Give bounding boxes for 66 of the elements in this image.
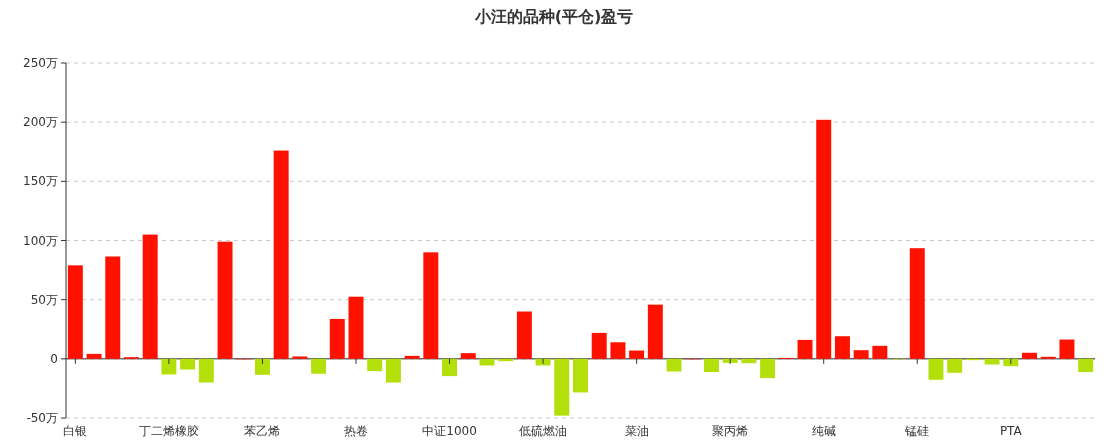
bar: [292, 356, 308, 359]
x-tick-label: 锰硅: [904, 424, 930, 438]
bar: [591, 332, 607, 359]
bar: [142, 234, 158, 359]
x-tick-label: 纯碱: [811, 424, 836, 438]
bar: [254, 358, 270, 375]
bar: [573, 358, 588, 393]
x-tick-label: PTA: [999, 424, 1023, 438]
bar: [385, 358, 401, 383]
bar: [348, 296, 364, 359]
bar: [1022, 352, 1037, 359]
bar: [703, 358, 719, 373]
bar: [853, 350, 869, 359]
bar: [367, 358, 383, 372]
bar: [610, 342, 626, 359]
y-tick-label: 250万: [23, 56, 58, 70]
x-tick-label: 低硫燃油: [519, 424, 568, 438]
bar: [647, 304, 663, 359]
bar: [947, 358, 963, 373]
x-tick-label: 菜油: [624, 424, 649, 438]
bar: [872, 345, 888, 359]
bar: [442, 358, 458, 377]
bar: [722, 358, 738, 363]
bar: [329, 318, 345, 359]
bar: [554, 358, 570, 416]
bar: [816, 119, 832, 359]
bar: [984, 358, 1000, 365]
bar: [105, 256, 121, 359]
y-tick-label: 50万: [30, 292, 58, 307]
y-tick-label: -50万: [26, 411, 58, 425]
bar: [423, 252, 439, 359]
bar: [928, 358, 944, 380]
y-tick-label: 150万: [23, 174, 58, 189]
bar: [180, 358, 196, 370]
x-tick-label: 热卷: [343, 424, 368, 438]
bar: [273, 150, 289, 359]
y-tick-label: 100万: [23, 233, 58, 248]
bar: [1078, 358, 1094, 373]
bar: [834, 336, 850, 359]
bar: [161, 358, 177, 375]
bar: [86, 353, 102, 359]
bar: [479, 358, 495, 366]
bar: [1059, 339, 1075, 359]
bar: [1003, 358, 1019, 367]
x-tick-label: 白银: [63, 424, 88, 438]
bar: [404, 355, 420, 359]
x-tick-label: 丁二烯橡胶: [138, 424, 199, 438]
x-tick-label: 中证1000: [422, 424, 477, 438]
y-tick-label: 200万: [23, 115, 58, 130]
bar: [217, 241, 233, 359]
x-tick-label: 聚丙烯: [712, 424, 749, 438]
bar: [311, 358, 327, 374]
bar: [666, 358, 682, 372]
bar: [198, 358, 214, 383]
bar: [460, 353, 476, 359]
bar: [629, 350, 645, 359]
bar: [797, 339, 813, 359]
bar: [67, 265, 83, 359]
y-tick-label: 0: [50, 351, 58, 366]
bar: [516, 311, 532, 359]
bar: [909, 248, 925, 359]
chart-title: 小汪的品种(平仓)盈亏: [473, 7, 634, 26]
bar: [760, 358, 776, 379]
x-tick-label: 苯乙烯: [244, 424, 281, 438]
bar: [1040, 356, 1056, 359]
bar: [741, 358, 757, 364]
